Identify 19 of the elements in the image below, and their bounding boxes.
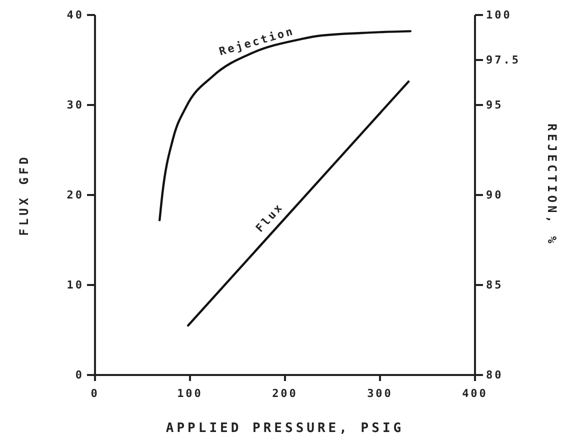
y2-tick-label: 90 (486, 188, 504, 202)
y2-tick-label: 85 (486, 278, 504, 292)
x-tick-label: 0 (90, 386, 100, 400)
y-axis-title: FLUX GFD (17, 154, 31, 236)
x-tick-label: 400 (462, 386, 488, 400)
x-axis-title: APPLIED PRESSURE, PSIG (166, 421, 404, 436)
x-tick-label: 200 (272, 386, 298, 400)
y2-tick-label: 100 (486, 8, 512, 22)
y-tick-label: 0 (75, 368, 84, 382)
y-tick-label: 40 (66, 8, 84, 22)
y2-tick-label: 97.5 (486, 54, 520, 67)
y-tick-label: 20 (66, 188, 84, 202)
x-tick-label: 100 (177, 386, 203, 400)
x-tick-label: 300 (367, 386, 393, 400)
y2-tick-label: 95 (486, 98, 504, 112)
y2-axis-title: REJECTION, % (545, 124, 559, 246)
y2-tick-label: 80 (486, 368, 504, 382)
y-tick-label: 10 (66, 278, 84, 292)
y-tick-label: 30 (66, 98, 84, 112)
